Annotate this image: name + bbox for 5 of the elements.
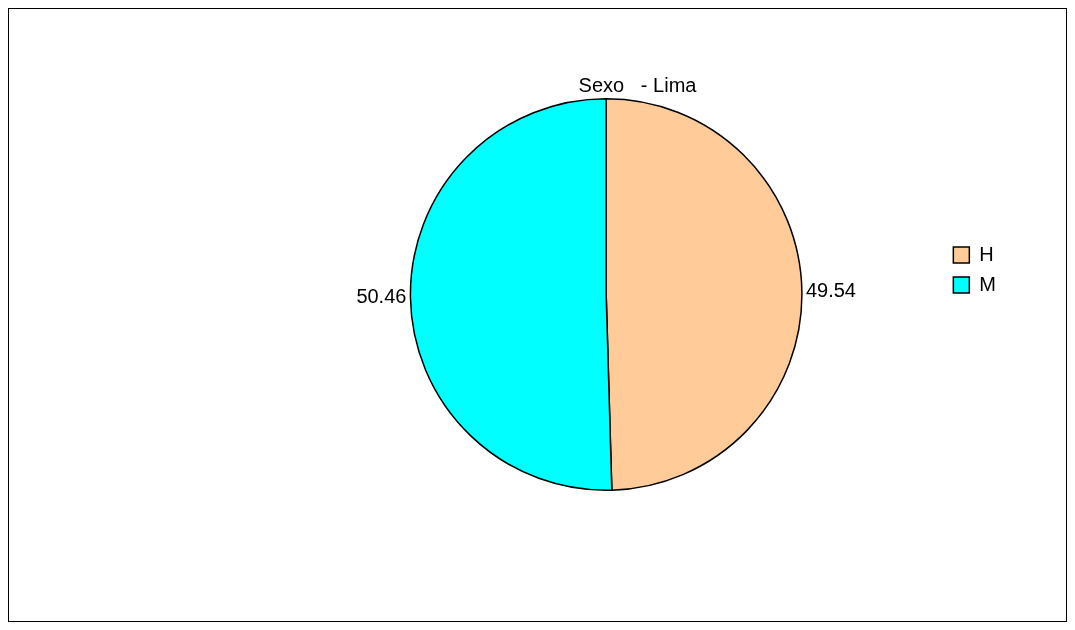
legend-label: H — [979, 242, 994, 265]
data-label: 50.46 — [356, 284, 407, 307]
legend-label: M — [979, 272, 997, 295]
data-label: 49.54 — [805, 279, 856, 302]
chart-title: Sexo - Lima — [578, 73, 698, 96]
